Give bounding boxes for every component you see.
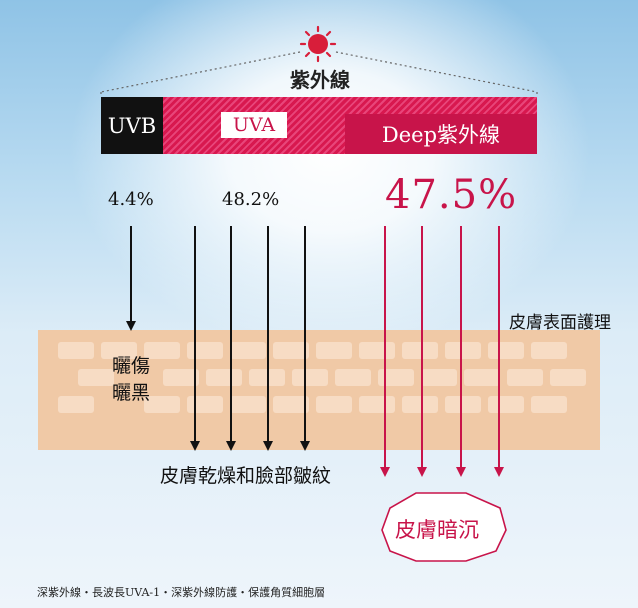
uvb-arrow-head	[126, 321, 136, 331]
wrinkles-label: 皮膚乾燥和臉部皺紋	[160, 465, 332, 487]
sunburn-label-2: 曬黑	[112, 382, 151, 404]
uvb-band: UVB	[101, 97, 163, 154]
uva-percentage: 48.2%	[222, 189, 280, 210]
dullness-label: 皮膚暗沉	[395, 518, 479, 542]
deep-uv-label: Deep紫外線	[345, 114, 537, 154]
footer-caption: 深紫外線・長波長UVA-1・深紫外線防護・保護角質細胞層	[37, 586, 326, 599]
sun-rays	[100, 51, 538, 97]
skin-surface-label: 皮膚表面護理	[509, 313, 611, 333]
deep-uv-percentage: 47.5%	[385, 172, 518, 218]
sun-icon	[299, 25, 337, 63]
uv-title: 紫外線	[290, 68, 350, 92]
uva-label: UVA	[221, 112, 287, 138]
uvb-percentage: 4.4%	[108, 189, 154, 210]
sunburn-label-1: 曬傷	[112, 355, 151, 377]
dullness-badge	[381, 492, 507, 562]
